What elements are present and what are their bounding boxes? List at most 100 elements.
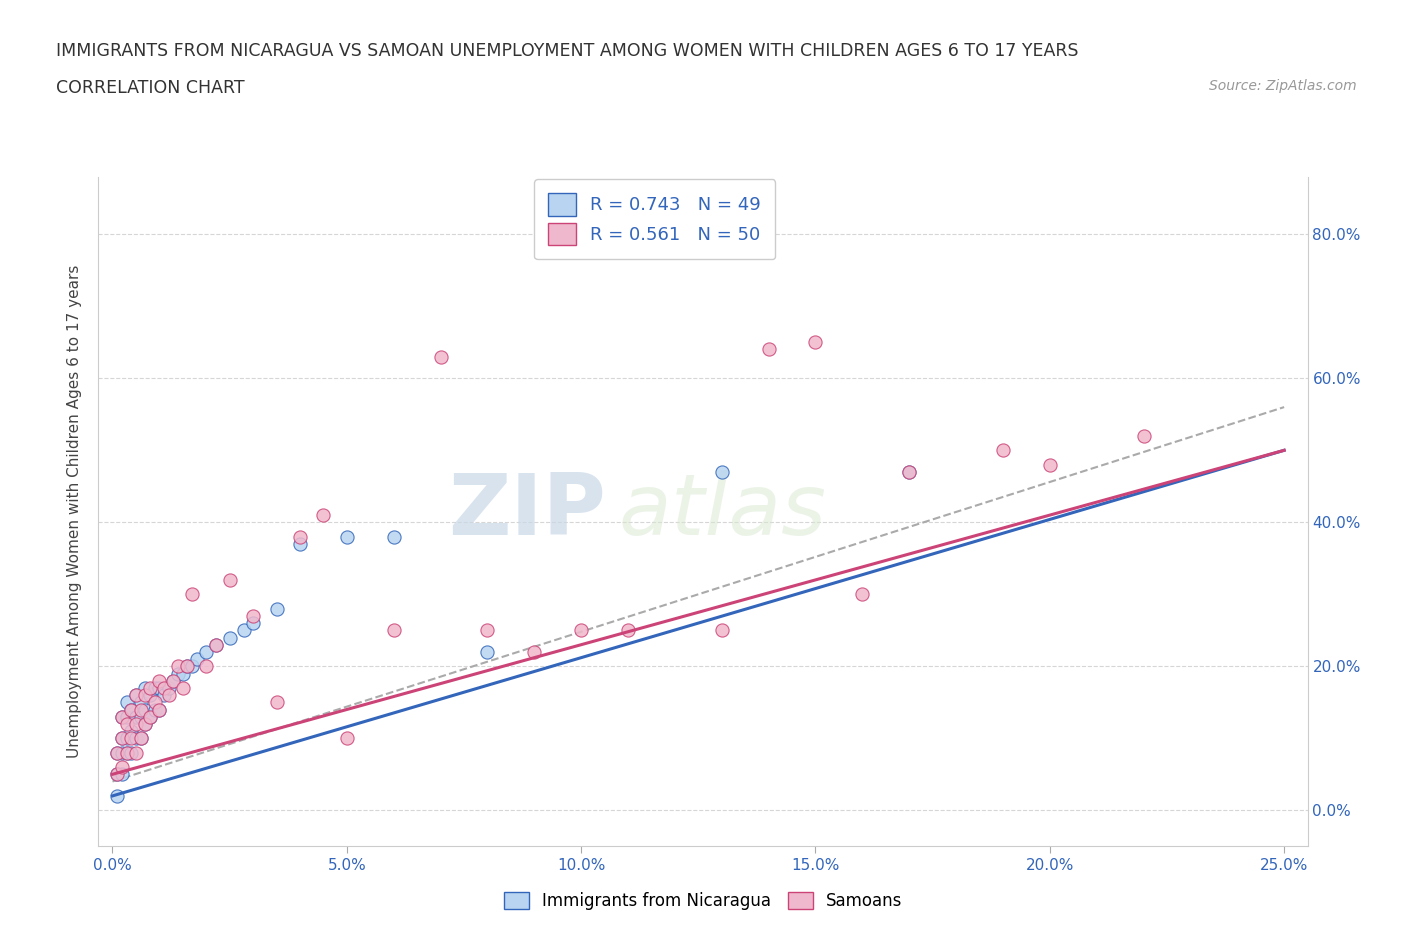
- Point: [134, 702, 156, 717]
- Point: [139, 710, 162, 724]
- Point: [148, 702, 170, 717]
- Point: [176, 658, 198, 673]
- Point: [167, 658, 190, 673]
- Point: [804, 335, 827, 350]
- Point: [139, 687, 162, 702]
- Point: [218, 630, 240, 644]
- Point: [204, 637, 226, 652]
- Point: [120, 745, 142, 760]
- Point: [242, 608, 264, 623]
- Point: [111, 731, 134, 746]
- Point: [115, 731, 138, 746]
- Point: [115, 745, 138, 760]
- Point: [105, 767, 128, 782]
- Point: [266, 695, 288, 710]
- Point: [111, 745, 134, 760]
- Legend: Immigrants from Nicaragua, Samoans: Immigrants from Nicaragua, Samoans: [496, 885, 910, 917]
- Point: [162, 673, 184, 688]
- Text: CORRELATION CHART: CORRELATION CHART: [56, 79, 245, 97]
- Point: [139, 710, 162, 724]
- Point: [181, 587, 204, 602]
- Point: [569, 623, 592, 638]
- Point: [758, 342, 780, 357]
- Point: [111, 710, 134, 724]
- Point: [143, 681, 166, 696]
- Point: [617, 623, 640, 638]
- Point: [266, 602, 288, 617]
- Point: [195, 658, 218, 673]
- Point: [382, 623, 405, 638]
- Point: [134, 687, 156, 702]
- Point: [1132, 429, 1154, 444]
- Point: [125, 731, 148, 746]
- Point: [148, 673, 170, 688]
- Point: [477, 623, 499, 638]
- Legend: R = 0.743   N = 49, R = 0.561   N = 50: R = 0.743 N = 49, R = 0.561 N = 50: [534, 179, 775, 259]
- Y-axis label: Unemployment Among Women with Children Ages 6 to 17 years: Unemployment Among Women with Children A…: [67, 265, 83, 758]
- Point: [120, 702, 142, 717]
- Point: [105, 767, 128, 782]
- Point: [148, 702, 170, 717]
- Point: [204, 637, 226, 652]
- Text: Source: ZipAtlas.com: Source: ZipAtlas.com: [1209, 79, 1357, 93]
- Point: [143, 695, 166, 710]
- Point: [477, 644, 499, 659]
- Point: [105, 789, 128, 804]
- Point: [242, 616, 264, 631]
- Point: [129, 710, 152, 724]
- Point: [153, 681, 176, 696]
- Point: [120, 702, 142, 717]
- Point: [129, 731, 152, 746]
- Point: [710, 464, 733, 479]
- Text: ZIP: ZIP: [449, 470, 606, 553]
- Point: [125, 716, 148, 731]
- Point: [991, 443, 1014, 458]
- Point: [111, 767, 134, 782]
- Point: [1039, 458, 1062, 472]
- Point: [125, 687, 148, 702]
- Point: [125, 745, 148, 760]
- Point: [172, 681, 194, 696]
- Point: [898, 464, 921, 479]
- Point: [153, 687, 176, 702]
- Point: [125, 687, 148, 702]
- Point: [134, 716, 156, 731]
- Point: [148, 681, 170, 696]
- Point: [312, 508, 335, 523]
- Point: [186, 652, 208, 667]
- Point: [162, 673, 184, 688]
- Point: [157, 681, 180, 696]
- Point: [120, 731, 142, 746]
- Point: [143, 702, 166, 717]
- Point: [288, 529, 311, 544]
- Point: [176, 658, 198, 673]
- Point: [111, 760, 134, 775]
- Point: [172, 666, 194, 681]
- Point: [115, 745, 138, 760]
- Text: IMMIGRANTS FROM NICARAGUA VS SAMOAN UNEMPLOYMENT AMONG WOMEN WITH CHILDREN AGES : IMMIGRANTS FROM NICARAGUA VS SAMOAN UNEM…: [56, 42, 1078, 60]
- Point: [851, 587, 873, 602]
- Point: [129, 695, 152, 710]
- Point: [195, 644, 218, 659]
- Point: [336, 731, 359, 746]
- Point: [232, 623, 254, 638]
- Point: [125, 710, 148, 724]
- Point: [336, 529, 359, 544]
- Point: [115, 710, 138, 724]
- Point: [157, 687, 180, 702]
- Point: [105, 745, 128, 760]
- Point: [429, 350, 451, 365]
- Point: [898, 464, 921, 479]
- Point: [115, 695, 138, 710]
- Point: [111, 710, 134, 724]
- Point: [710, 623, 733, 638]
- Point: [120, 724, 142, 738]
- Text: atlas: atlas: [619, 470, 827, 553]
- Point: [134, 681, 156, 696]
- Point: [181, 658, 204, 673]
- Point: [129, 702, 152, 717]
- Point: [288, 537, 311, 551]
- Point: [111, 731, 134, 746]
- Point: [105, 745, 128, 760]
- Point: [218, 573, 240, 588]
